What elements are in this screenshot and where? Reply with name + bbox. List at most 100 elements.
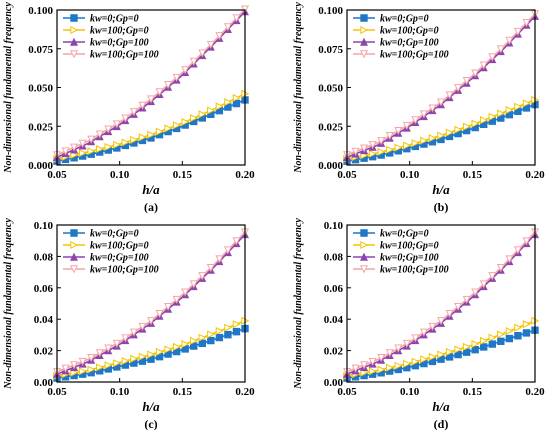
series-marker: [462, 76, 471, 85]
series-marker: [87, 135, 96, 144]
series-marker: [198, 339, 206, 348]
y-tick-label: 0.08: [324, 251, 344, 263]
series-marker: [147, 350, 156, 359]
series-marker: [497, 330, 506, 339]
series-marker: [121, 138, 130, 147]
series-marker: [368, 141, 377, 150]
series-marker: [146, 95, 156, 104]
y-tick-label: 0.000: [318, 160, 343, 172]
legend-swatch-marker: [360, 240, 369, 250]
legend-swatch-marker: [360, 229, 368, 237]
series-marker: [505, 255, 514, 264]
series-marker: [462, 122, 471, 131]
x-tick-label: 0.05: [47, 386, 67, 398]
legend: kw=0;Gp=0kw=100;Gp=0kw=0;Gp=100kw=100;Gp…: [353, 229, 449, 276]
y-tick-label: 0.08: [34, 251, 54, 263]
series-marker: [138, 352, 147, 361]
series-marker: [189, 57, 198, 66]
chart-panel: 0.05 0.10 0.15 0.20 0.00 0.02 0.04 0.06 0.08 0.10…: [293, 218, 545, 430]
series-marker: [428, 322, 437, 331]
data-series: [52, 228, 250, 377]
legend: kw=0;Gp=0kw=100;Gp=0kw=0;Gp=100kw=100;Gp…: [353, 14, 449, 61]
y-tick-label: 0.10: [324, 220, 344, 232]
series-marker: [505, 327, 514, 336]
series-marker: [113, 140, 122, 149]
legend-entry-label: kw=0;Gp=0: [380, 14, 429, 25]
series-marker: [190, 114, 199, 123]
x-tick-label: 0.05: [47, 169, 67, 181]
series-marker: [454, 125, 463, 134]
series-marker: [437, 350, 446, 359]
series-marker: [514, 102, 523, 111]
legend-entry-label: kw=0;Gp=100: [90, 253, 149, 264]
series-marker: [454, 302, 463, 311]
series-marker: [198, 49, 207, 58]
y-tick-label: 0.050: [28, 83, 53, 95]
series-marker: [488, 53, 497, 62]
series-marker: [377, 147, 386, 156]
series-marker: [360, 368, 369, 377]
series-marker: [155, 127, 164, 136]
series-marker: [445, 353, 454, 361]
series-marker: [411, 357, 420, 366]
series-marker: [454, 350, 462, 359]
series-marker: [488, 272, 497, 281]
series-marker: [70, 368, 79, 377]
legend-swatch-marker: [360, 14, 368, 22]
legend-entry-label: kw=100;Gp=0: [90, 241, 149, 252]
legend-entry-label: kw=0;Gp=0: [380, 229, 429, 240]
series-marker: [207, 106, 216, 115]
x-tick-label: 0.05: [337, 386, 357, 398]
legend-entry-label: kw=0;Gp=100: [90, 38, 149, 49]
series-marker: [471, 340, 480, 349]
y-axis-label: Non-dimensional fundamental frequency: [293, 218, 304, 390]
series-marker: [420, 355, 429, 364]
series-marker: [497, 109, 506, 118]
series-marker: [454, 84, 463, 93]
series-marker: [522, 99, 531, 108]
series-marker: [181, 66, 190, 75]
series-marker: [138, 133, 147, 142]
series-marker: [198, 272, 207, 281]
series-marker: [522, 237, 531, 246]
legend-swatch-marker: [359, 265, 369, 274]
series-marker: [146, 317, 156, 326]
series-marker: [164, 81, 173, 90]
series-marker: [95, 349, 104, 358]
series-marker: [232, 237, 241, 246]
series-marker: [96, 144, 105, 154]
legend-swatch-marker: [69, 252, 79, 261]
series-marker: [207, 330, 216, 339]
series-marker: [403, 141, 412, 150]
series-marker: [104, 361, 113, 370]
series-marker: [385, 132, 394, 141]
data-series: [52, 5, 250, 160]
series-marker: [61, 147, 70, 156]
series-marker: [232, 93, 241, 102]
legend-entry-label: kw=100;Gp=100: [380, 265, 449, 276]
legend-entry-label: kw=100;Gp=0: [380, 26, 439, 37]
series-marker: [471, 345, 479, 354]
series-marker: [368, 367, 377, 376]
legend-entry-label: kw=0;Gp=0: [90, 14, 139, 25]
series-marker: [411, 139, 420, 148]
series-marker: [428, 352, 437, 361]
x-tick-label: 0.15: [463, 169, 483, 181]
legend-entry-label: kw=0;Gp=100: [380, 38, 439, 49]
series-marker: [496, 45, 505, 54]
x-axis-label: h/a: [142, 399, 160, 414]
y-tick-label: 0.025: [28, 121, 53, 133]
series-marker: [121, 114, 130, 123]
series-marker: [232, 320, 241, 329]
series-marker: [155, 88, 164, 97]
y-tick-label: 0.025: [318, 121, 343, 133]
x-tick-label: 0.20: [235, 169, 255, 181]
series-marker: [480, 116, 489, 125]
series-marker: [436, 98, 446, 107]
legend-swatch-marker: [70, 229, 78, 237]
y-tick-label: 0.100: [28, 5, 53, 17]
series-marker: [215, 255, 224, 264]
series-marker: [224, 103, 232, 111]
y-tick-label: 0.100: [318, 5, 343, 17]
series-marker: [522, 329, 531, 337]
